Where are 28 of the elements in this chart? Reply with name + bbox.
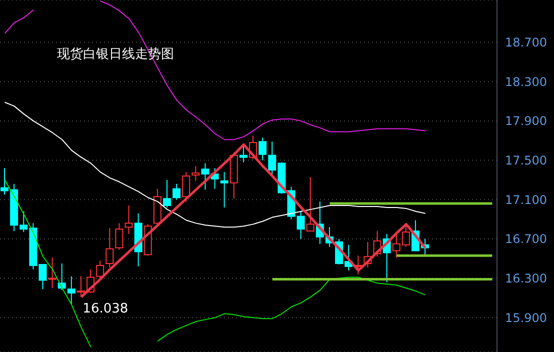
y-tick-label: 17.900 [505, 114, 547, 128]
y-tick-label: 15.900 [505, 310, 547, 325]
annotation: 16.038 [82, 302, 128, 317]
candlestick [258, 137, 267, 161]
candlestick [58, 263, 66, 291]
candlestick [239, 145, 248, 163]
y-tick-label: 17.100 [505, 192, 547, 207]
candlestick [306, 176, 314, 232]
y-tick-label: 17.500 [505, 154, 547, 168]
y-tick-label: 18.700 [505, 36, 547, 50]
candlestick [201, 162, 210, 190]
line-series [4, 102, 426, 228]
y-tick-label: 18.300 [505, 74, 547, 89]
candlestick [76, 276, 85, 298]
candlestick [192, 166, 200, 182]
candlestick [220, 172, 228, 208]
candlestick [296, 210, 305, 240]
candlestick [48, 257, 56, 289]
y-tick-label: 16.700 [505, 232, 547, 246]
candlestick [172, 183, 181, 200]
candlestick [106, 228, 114, 268]
y-tick-label: 16.300 [505, 272, 547, 286]
candlestick [67, 276, 76, 305]
candlestick [96, 260, 104, 280]
candlestick [124, 204, 133, 235]
candlestick [115, 222, 124, 250]
candlestick [162, 179, 171, 208]
candlestick [182, 172, 190, 202]
